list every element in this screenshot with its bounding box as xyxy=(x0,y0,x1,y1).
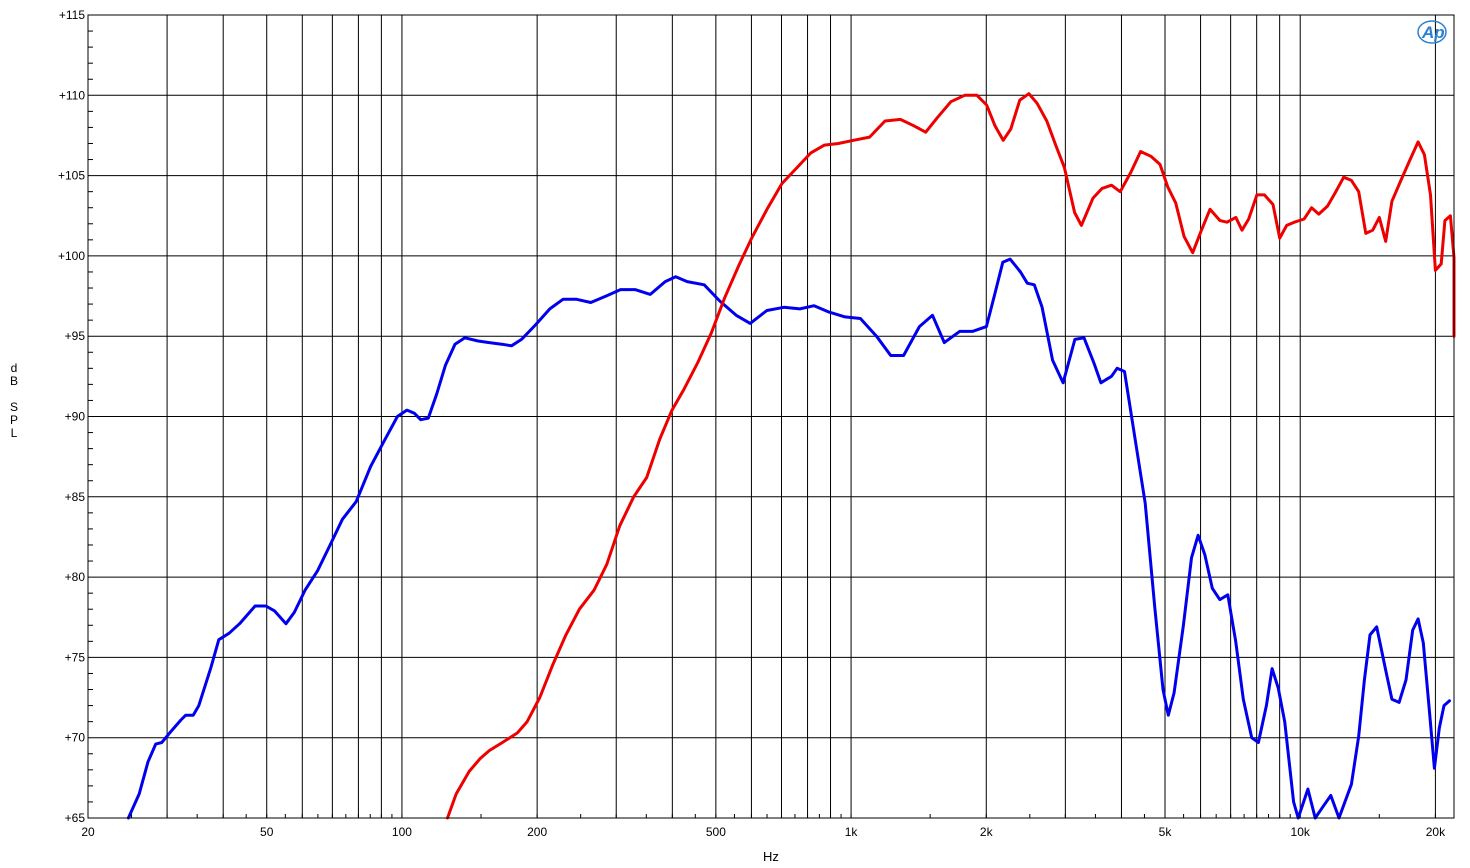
plot-frame xyxy=(87,14,1455,819)
y-axis-title-char: d xyxy=(11,361,18,375)
x-tick-label: 10k xyxy=(1291,825,1311,839)
x-tick-label: 5k xyxy=(1159,825,1173,839)
y-axis-title-char: S xyxy=(10,400,18,414)
ap-logo-text: Ap xyxy=(1421,23,1445,42)
y-tick-label: +90 xyxy=(65,410,86,424)
y-axis-title-char: L xyxy=(11,426,18,440)
series-line-red xyxy=(446,92,1456,820)
x-tick-labels: 20 50 100 200 500 1k 2k 5k 10k 20k xyxy=(81,825,1446,839)
x-tick-label: 1k xyxy=(845,825,859,839)
y-tick-label: +105 xyxy=(58,169,85,183)
y-axis-title-char: B xyxy=(10,374,18,388)
x-tick-label: 20k xyxy=(1426,825,1446,839)
x-tick-label: 20 xyxy=(81,825,95,839)
x-tick-label: 2k xyxy=(980,825,994,839)
y-axis-title-char: P xyxy=(10,413,18,427)
y-tick-label: +100 xyxy=(58,249,85,263)
y-tick-labels: +115 +110 +105 +100 +95 +90 +85 +80 +75 +70 +65 xyxy=(58,8,85,825)
y-tick-label: +75 xyxy=(65,650,86,664)
y-tick-label: +85 xyxy=(65,490,86,504)
y-tick-label: +65 xyxy=(65,811,86,825)
x-axis-title: Hz xyxy=(763,849,779,864)
x-tick-label: 200 xyxy=(527,825,547,839)
y-tick-label: +110 xyxy=(59,88,85,102)
x-tick-label: 500 xyxy=(706,825,726,839)
x-tick-label: 50 xyxy=(260,825,274,839)
y-tick-label: +80 xyxy=(65,570,86,584)
y-tick-label: +70 xyxy=(65,731,86,745)
x-tick-label: 100 xyxy=(392,825,412,839)
y-tick-label: +95 xyxy=(65,329,86,343)
y-tick-label: +115 xyxy=(59,8,85,22)
ap-logo: Ap xyxy=(1417,20,1447,44)
grid-lines xyxy=(88,14,1454,819)
